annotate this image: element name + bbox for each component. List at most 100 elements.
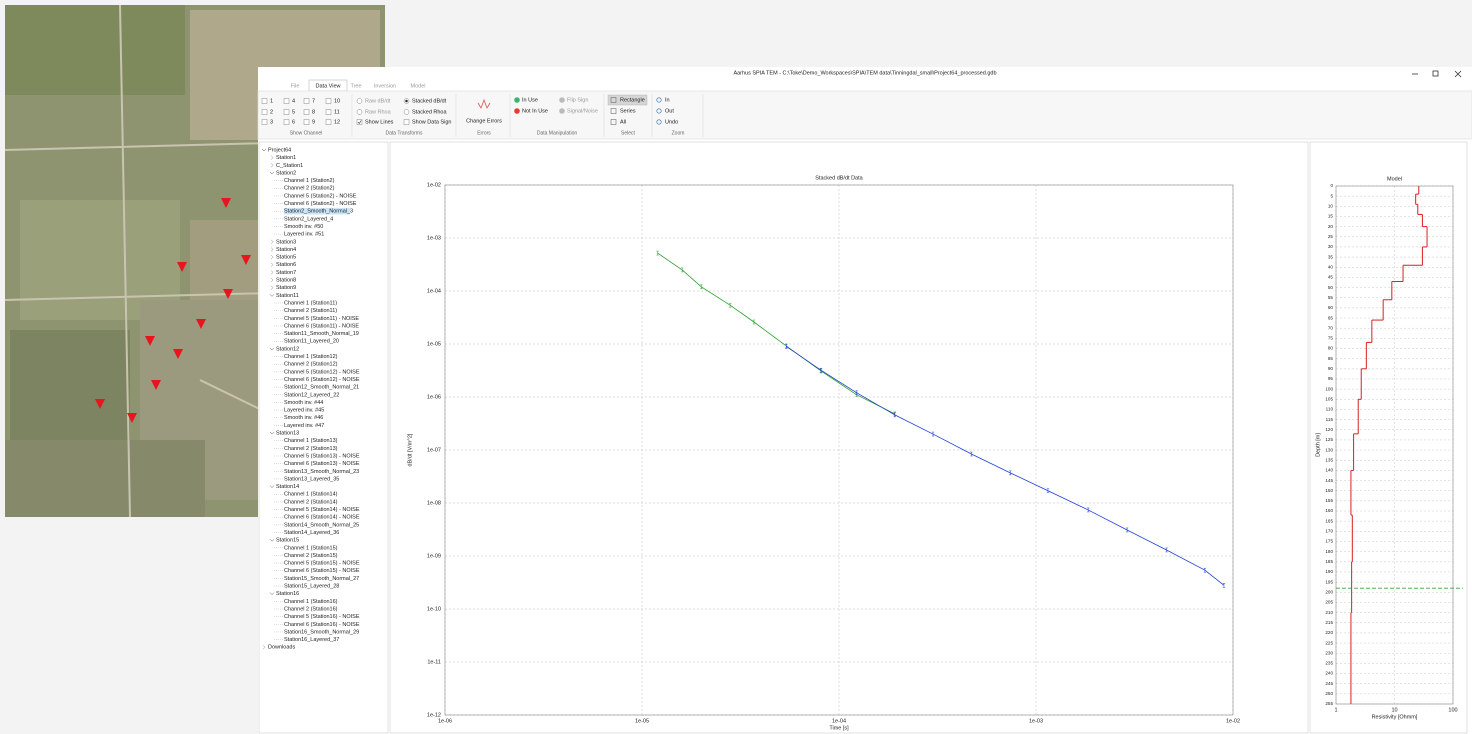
- tree-item[interactable]: Station7: [276, 270, 296, 276]
- checkbox[interactable]: [304, 110, 309, 115]
- radio-button[interactable]: [357, 110, 362, 115]
- tree-item[interactable]: Channel 2 (Station15): [284, 553, 338, 559]
- transform-option[interactable]: Raw Rhoa: [365, 109, 392, 115]
- tree-item[interactable]: Channel 1 (Station2): [284, 178, 335, 184]
- tree-item[interactable]: Station12: [276, 346, 299, 352]
- checkbox[interactable]: [326, 110, 331, 115]
- tree-item[interactable]: Channel 6 (Station2) - NOISE: [284, 201, 357, 207]
- tab[interactable]: Tree: [350, 83, 361, 89]
- tree-item[interactable]: Station8: [276, 278, 296, 284]
- tree-item[interactable]: Station12_Smooth_Normal_21: [284, 385, 359, 391]
- tree-item[interactable]: Channel 5 (Station14) - NOISE: [284, 507, 360, 513]
- tree-item[interactable]: Station16_Smooth_Normal_29: [284, 629, 359, 635]
- tree-item[interactable]: Channel 5 (Station15) - NOISE: [284, 561, 360, 567]
- tree-item[interactable]: Layered inv. #51: [284, 232, 324, 238]
- tree-item[interactable]: Station14: [276, 484, 299, 490]
- tree-item[interactable]: Station16_Layered_37: [284, 637, 339, 643]
- tree-item[interactable]: Channel 5 (Station16) - NOISE: [284, 614, 360, 620]
- tree-item[interactable]: Channel 2 (Station16): [284, 606, 338, 612]
- tree-item[interactable]: Smooth inv. #46: [284, 415, 323, 421]
- tree-item[interactable]: Channel 1 (Station16): [284, 599, 338, 605]
- tree-item[interactable]: C_Station1: [276, 163, 303, 169]
- tree-item[interactable]: Channel 6 (Station16) - NOISE: [284, 622, 360, 628]
- tree-item[interactable]: Layered inv. #47: [284, 423, 324, 429]
- radio-button[interactable]: [404, 110, 409, 115]
- checkbox[interactable]: [304, 120, 309, 125]
- checkbox[interactable]: [326, 120, 331, 125]
- manipulation-button[interactable]: In Use: [522, 97, 538, 103]
- select-button[interactable]: Series: [620, 108, 636, 114]
- checkbox[interactable]: [262, 120, 267, 125]
- transform-option[interactable]: Stacked Rhoa: [412, 109, 447, 115]
- tree-item[interactable]: Station14_Layered_36: [284, 530, 339, 536]
- channel-label[interactable]: 5: [292, 109, 295, 115]
- tree-item[interactable]: Smooth inv. #44: [284, 400, 323, 406]
- tree-item[interactable]: Station13_Smooth_Normal_23: [284, 469, 359, 475]
- tree-item[interactable]: Station6: [276, 262, 296, 268]
- tree-item[interactable]: Channel 1 (Station12): [284, 354, 338, 360]
- tree-item[interactable]: Station11_Layered_20: [284, 339, 339, 345]
- transform-option[interactable]: Show Data Sign: [412, 119, 451, 125]
- tab[interactable]: Model: [411, 83, 426, 89]
- tree-item[interactable]: Channel 5 (Station13) - NOISE: [284, 453, 360, 459]
- tree-item[interactable]: Station13: [276, 431, 299, 437]
- tree-item[interactable]: Station15_Smooth_Normal_27: [284, 576, 359, 582]
- tree-item[interactable]: Station15_Layered_28: [284, 584, 339, 590]
- tree-item[interactable]: Channel 2 (Station12): [284, 362, 338, 368]
- tree-item[interactable]: Channel 6 (Station11) - NOISE: [284, 323, 359, 329]
- tree-item[interactable]: Station4: [276, 247, 296, 253]
- transform-option[interactable]: Stacked dB/dt: [412, 98, 447, 104]
- tree-item[interactable]: Station13_Layered_35: [284, 476, 339, 482]
- tree-item[interactable]: Downloads: [268, 645, 295, 651]
- channel-label[interactable]: 1: [270, 98, 273, 104]
- transform-option[interactable]: Raw dB/dt: [365, 98, 391, 104]
- select-button[interactable]: Rectangle: [620, 97, 645, 103]
- checkbox[interactable]: [262, 99, 267, 104]
- channel-label[interactable]: 10: [334, 98, 340, 104]
- tree-item[interactable]: Station9: [276, 285, 296, 291]
- tree-item[interactable]: Channel 5 (Station12) - NOISE: [284, 369, 360, 375]
- tree-item[interactable]: Channel 1 (Station14): [284, 492, 338, 498]
- channel-label[interactable]: 3: [270, 119, 273, 125]
- channel-label[interactable]: 11: [334, 109, 340, 115]
- tree-item[interactable]: Station14_Smooth_Normal_25: [284, 522, 359, 528]
- zoom-button[interactable]: In: [665, 97, 670, 103]
- zoom-button[interactable]: Undo: [665, 119, 678, 125]
- channel-label[interactable]: 4: [292, 98, 295, 104]
- select-button[interactable]: All: [620, 119, 626, 125]
- tree-item[interactable]: Layered inv. #45: [284, 408, 324, 414]
- tree-item[interactable]: Station12_Layered_22: [284, 392, 339, 398]
- tree-item[interactable]: Channel 2 (Station13): [284, 446, 338, 452]
- tree-item[interactable]: Channel 6 (Station15) - NOISE: [284, 568, 360, 574]
- checkbox[interactable]: [357, 120, 362, 125]
- checkbox[interactable]: [262, 110, 267, 115]
- tree-item[interactable]: Channel 5 (Station2) - NOISE: [284, 193, 357, 199]
- channel-label[interactable]: 9: [312, 119, 315, 125]
- tab[interactable]: File: [291, 83, 300, 89]
- tree-item[interactable]: Station2: [276, 170, 296, 176]
- channel-label[interactable]: 7: [312, 98, 315, 104]
- tree-item[interactable]: Smooth inv. #50: [284, 224, 323, 230]
- channel-label[interactable]: 2: [270, 109, 273, 115]
- tree-item[interactable]: Channel 1 (Station13): [284, 438, 338, 444]
- checkbox[interactable]: [284, 110, 289, 115]
- zoom-button[interactable]: Out: [665, 108, 674, 114]
- tree-item[interactable]: Channel 2 (Station14): [284, 499, 338, 505]
- tree-item[interactable]: Station3: [276, 239, 296, 245]
- checkbox[interactable]: [304, 99, 309, 104]
- tree-item[interactable]: Channel 2 (Station11): [284, 308, 337, 314]
- manipulation-button[interactable]: Flip Sign: [567, 97, 588, 103]
- tree-item[interactable]: Station11_Smooth_Normal_19: [284, 331, 359, 337]
- change-errors-button[interactable]: Change Errors: [466, 118, 502, 124]
- tree-item[interactable]: Station15: [276, 538, 299, 544]
- channel-label[interactable]: 12: [334, 119, 340, 125]
- channel-label[interactable]: 6: [292, 119, 295, 125]
- checkbox[interactable]: [326, 99, 331, 104]
- transform-option[interactable]: Show Lines: [365, 119, 394, 125]
- checkbox[interactable]: [284, 99, 289, 104]
- tree-item[interactable]: Channel 6 (Station12) - NOISE: [284, 377, 360, 383]
- tree-item[interactable]: Station16: [276, 591, 299, 597]
- tab[interactable]: Inversion: [374, 83, 396, 89]
- tree-item[interactable]: Channel 5 (Station11) - NOISE: [284, 316, 359, 322]
- tree-item[interactable]: Station5: [276, 255, 296, 261]
